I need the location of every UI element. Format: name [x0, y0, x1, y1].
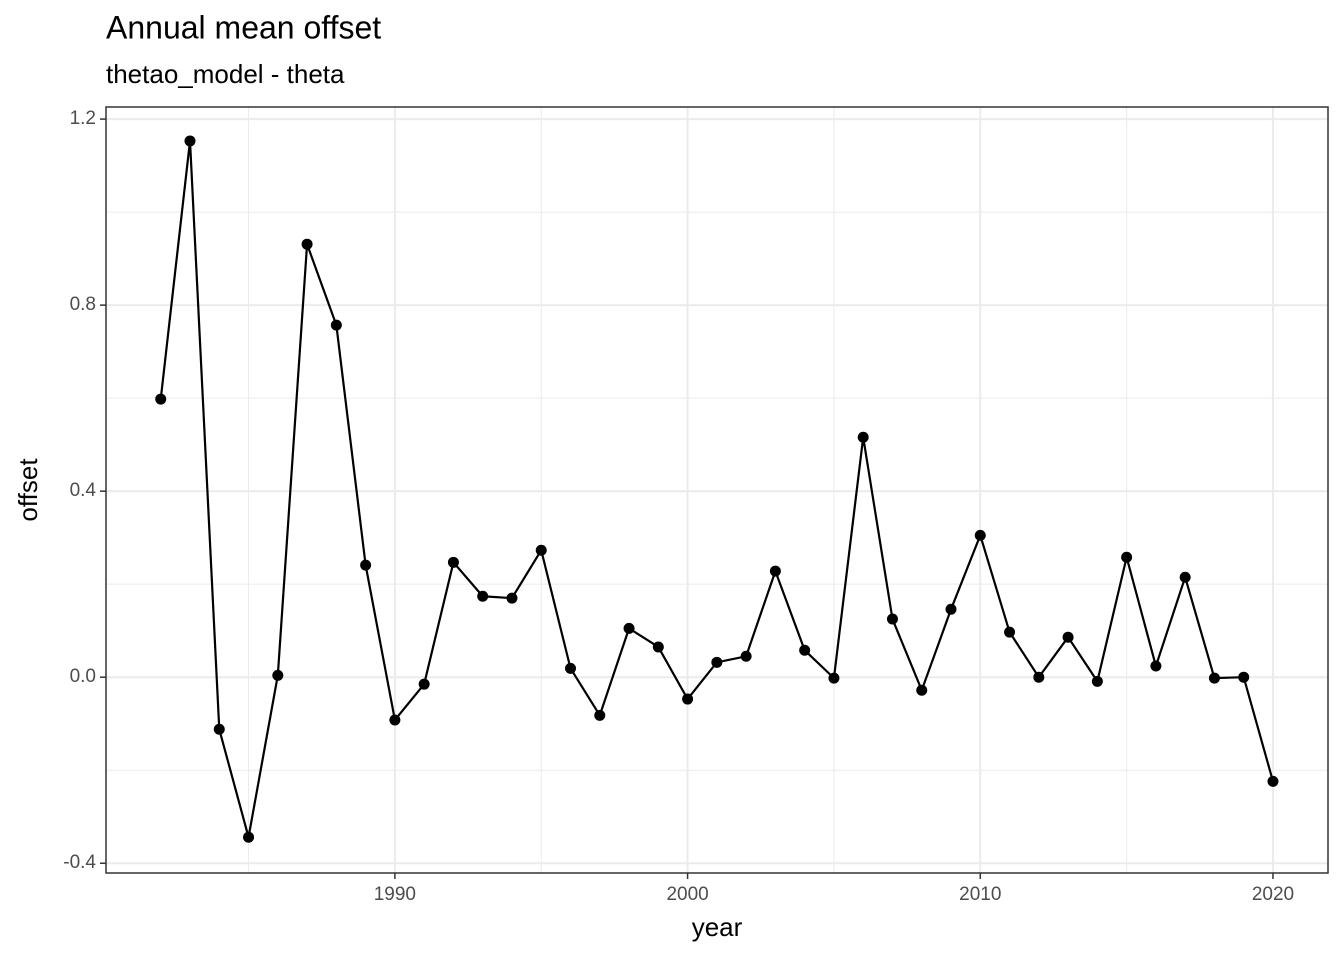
x-axis-title: year [692, 912, 743, 942]
point [447, 556, 459, 568]
y-tick-label: -0.4 [63, 852, 96, 873]
point [272, 669, 284, 681]
point [389, 714, 401, 726]
x-tick-label: 2010 [959, 884, 1001, 905]
point [799, 644, 811, 656]
point [740, 650, 752, 662]
point [1238, 671, 1250, 683]
point [535, 544, 547, 556]
point [594, 709, 606, 721]
point [1179, 571, 1191, 583]
y-tick-label: 0.0 [70, 666, 96, 687]
point [1267, 775, 1279, 787]
point [1091, 675, 1103, 687]
y-tick-label: 0.8 [70, 294, 96, 315]
point [1033, 671, 1045, 683]
point [828, 672, 840, 684]
point [682, 693, 694, 705]
point [916, 684, 928, 696]
point [886, 613, 898, 625]
point [155, 393, 167, 405]
point [945, 603, 957, 615]
chart-subtitle: thetao_model - theta [106, 59, 345, 89]
point [301, 238, 313, 250]
point [652, 641, 664, 653]
point [477, 590, 489, 602]
point [418, 678, 430, 690]
point [1150, 660, 1162, 672]
y-axis-title: offset [13, 458, 43, 522]
panel-border [105, 106, 1329, 874]
chart-title: Annual mean offset [106, 9, 381, 45]
point [565, 662, 577, 674]
point [213, 723, 225, 735]
point [330, 319, 342, 331]
line [159, 140, 1275, 838]
point [1004, 626, 1016, 638]
x-tick-label: 2020 [1252, 884, 1294, 905]
point [1062, 631, 1074, 643]
y-tick-label: 1.2 [70, 108, 96, 129]
y-tick-label: 0.4 [70, 480, 97, 501]
point [769, 565, 781, 577]
point [360, 559, 372, 571]
point [1121, 551, 1133, 563]
point [857, 431, 869, 443]
x-tick-label: 1990 [374, 884, 416, 905]
point [184, 135, 196, 147]
point [1208, 672, 1220, 684]
point [711, 656, 723, 668]
point [506, 592, 518, 604]
point [623, 622, 635, 634]
point [974, 529, 986, 541]
x-tick-label: 2000 [666, 884, 708, 905]
point [243, 831, 255, 843]
